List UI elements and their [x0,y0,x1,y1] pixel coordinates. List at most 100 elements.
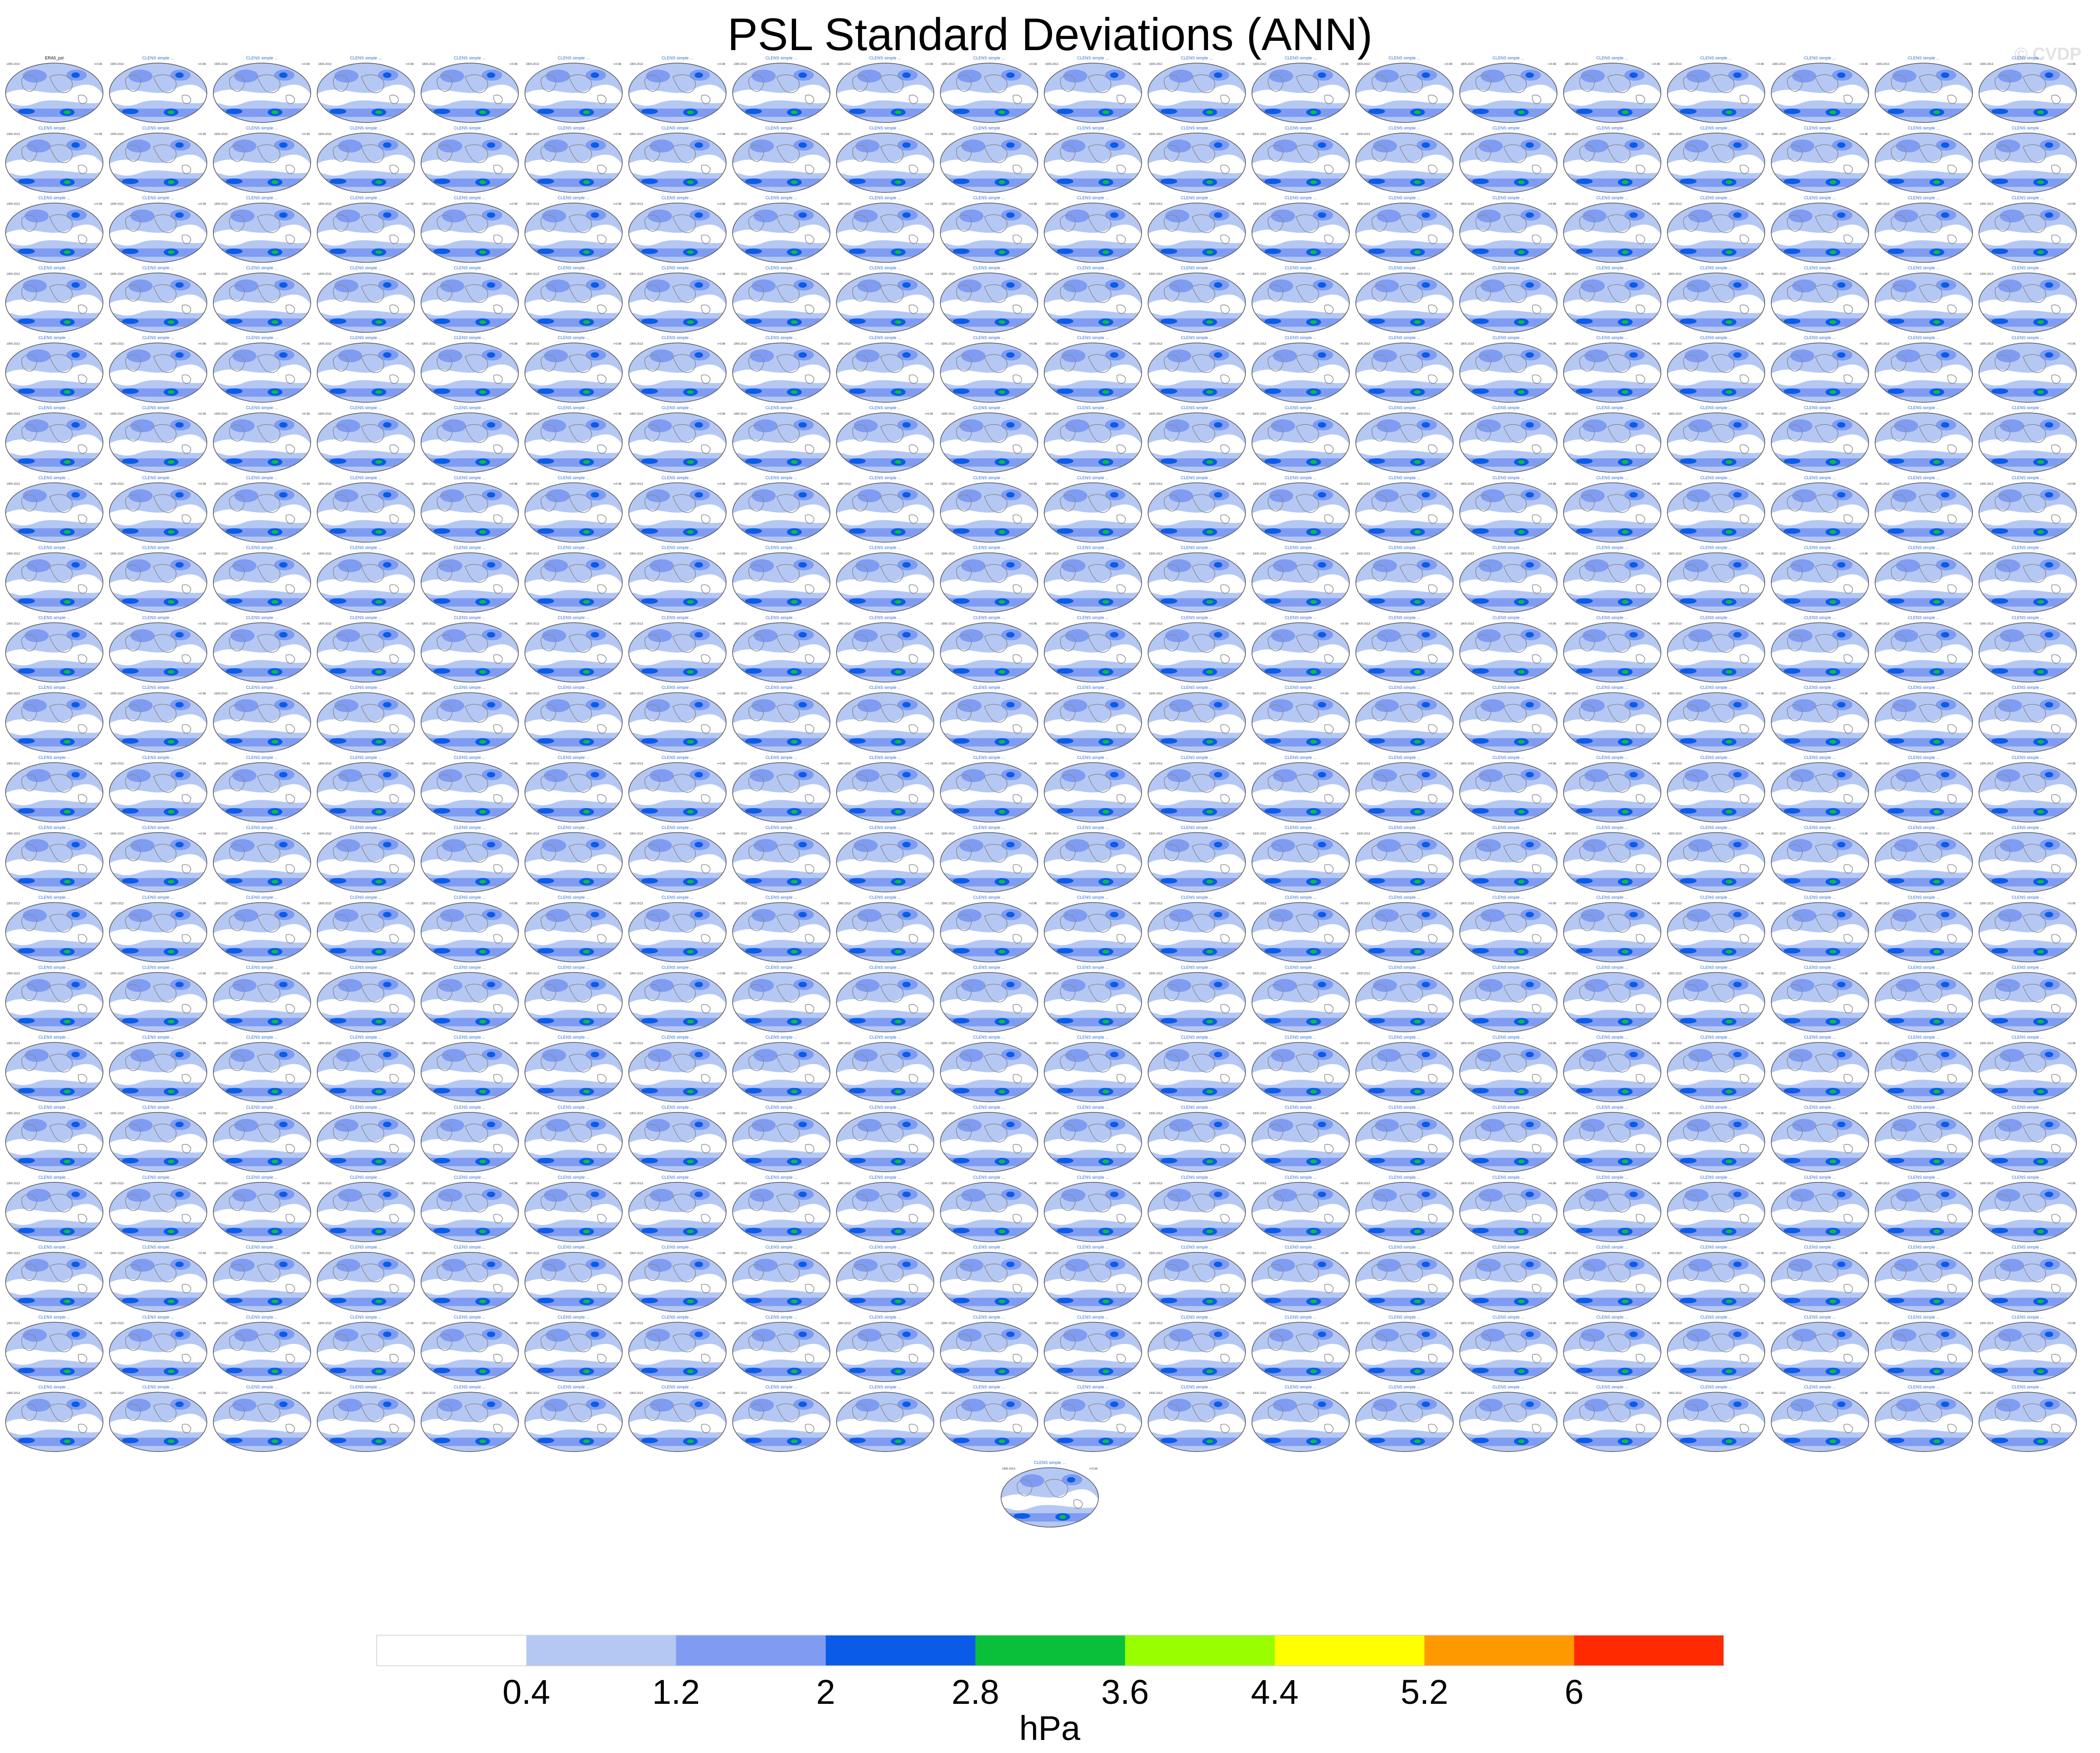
colorbar-tick-label: 0.4 [502,1673,550,1711]
panel-correlation: r=0.96 [2068,203,2076,206]
panel-correlation: r=0.96 [94,203,103,206]
map-panel: CLENS simple ... 1900-2013 r=0.96 [732,126,831,193]
map-panel: CLENS simple ... 1900-2013 r=0.96 [213,126,311,193]
panel-title: CLENS simple ... [558,196,590,200]
panel-period: 1900-2013 [1253,133,1266,136]
map-panel: CLENS simple ... 1900-2013 r=0.96 [1148,196,1246,263]
panel-correlation: r=0.96 [302,133,310,136]
map-panel: CLENS simple ... 1900-2013 r=0.96 [1252,265,1350,333]
panel-period: 1900-2013 [1149,273,1162,276]
map-panel: CLENS simple ... 1900-2013 r=0.96 [628,265,727,333]
panel-correlation: r=0.96 [821,63,829,66]
panel-period: 1900-2013 [1668,273,1682,276]
panel-correlation: r=0.96 [1133,273,1141,276]
panel-correlation: r=0.96 [717,413,726,416]
panel-title: CLENS simple ... [1700,335,1732,340]
panel-title: CLENS simple ... [142,335,174,340]
panel-title: CLENS simple ... [454,126,486,130]
panel-correlation: r=0.96 [1029,63,1037,66]
panel-correlation: r=0.96 [1860,273,1868,276]
panel-title: CLENS simple ... [246,126,278,130]
panel-correlation: r=0.96 [613,343,622,346]
panel-period: 1900-2013 [1149,203,1162,206]
colorbar-segment [676,1635,826,1666]
panel-correlation: r=0.96 [302,63,310,66]
panel-period: 1900-2013 [1772,273,1785,276]
panel-title: CLENS simple ... [1700,196,1732,200]
map-panel: CLENS simple ... 1900-2013 r=0.96 [1252,126,1350,193]
panel-correlation: r=0.96 [613,413,622,416]
panel-period: 1900-2013 [837,133,851,136]
panel-title: CLENS simple ... [973,265,1005,270]
panel-correlation: r=0.96 [1029,343,1037,346]
panel-period: 1900-2013 [629,273,643,276]
map-panel: ERA5_psl 1900-2013 r=0.96 [5,56,103,123]
panel-title: CLENS simple ... [869,196,901,200]
panel-correlation: r=0.96 [925,133,933,136]
panel-correlation: r=0.96 [509,63,518,66]
panel-correlation: r=0.96 [406,273,414,276]
panel-correlation: r=0.96 [1652,133,1660,136]
panel-period: 1900-2013 [1772,343,1785,346]
panel-period: 1900-2013 [1461,63,1474,66]
panel-period: 1900-2013 [1461,343,1474,346]
map-panel: CLENS simple ... 1900-2013 r=0.96 [836,126,934,193]
panel-period: 1900-2013 [733,63,747,66]
map-panel: CLENS simple ... 1900-2013 r=0.96 [1667,56,1766,123]
panel-period: 1900-2013 [1461,273,1474,276]
panel-correlation: r=0.96 [1341,273,1349,276]
panel-title: CLENS simple ... [869,265,901,270]
panel-correlation: r=0.96 [198,343,206,346]
panel-title: CLENS simple ... [973,196,1005,200]
panel-correlation: r=0.96 [1341,133,1349,136]
panel-correlation: r=0.96 [1133,63,1141,66]
panel-title: CLENS simple ... [1908,126,1940,130]
panel-title: CLENS simple ... [765,126,797,130]
panel-title: CLENS simple ... [973,126,1005,130]
map-panel: CLENS simple ... 1900-2013 r=0.96 [213,196,311,263]
map-panel: CLENS simple ... 1900-2013 r=0.96 [1667,196,1766,263]
panel-period: 1900-2013 [1980,343,1993,346]
colorbar-tick-label: 2.8 [951,1673,999,1711]
panel-period: 1900-2013 [1357,133,1370,136]
colorbar-segment [1424,1635,1574,1666]
map-panel: CLENS simple ... 1900-2013 r=0.96 [732,196,831,263]
panel-title: CLENS simple ... [1804,265,1836,270]
panel-period: 1900-2013 [629,413,643,416]
colorbar-tick-label: 1.2 [652,1673,700,1711]
map-panel: CLENS simple ... 1900-2013 r=0.96 [316,126,415,193]
panel-title: CLENS simple ... [1908,335,1940,340]
map-panel: CLENS simple ... 1900-2013 r=0.96 [836,56,934,123]
panel-title: CLENS simple ... [1700,265,1732,270]
map-panel: CLENS simple ... 1900-2013 r=0.96 [1875,196,1973,263]
panel-title: CLENS simple ... [1388,335,1420,340]
panel-period: 1900-2013 [941,203,955,206]
panel-correlation: r=0.96 [1756,273,1764,276]
panel-title: CLENS simple ... [1596,196,1628,200]
panel-correlation: r=0.96 [1860,133,1868,136]
map-panel: CLENS simple ... 1900-2013 r=0.96 [1667,265,1766,333]
panel-title: CLENS simple ... [765,56,797,60]
panel-period: 1900-2013 [110,413,124,416]
map-panel: CLENS simple ... 1900-2013 r=0.96 [1978,265,2077,333]
panel-correlation: r=0.96 [613,273,622,276]
panel-period: 1900-2013 [526,273,539,276]
panel-period: 1900-2013 [1876,63,1889,66]
colorbar-segment [377,1635,527,1666]
panel-correlation: r=0.96 [821,273,829,276]
panel-correlation: r=0.96 [406,133,414,136]
panel-title: CLENS simple ... [661,56,694,60]
map-panel: CLENS simple ... 1900-2013 r=0.96 [420,126,519,193]
panel-title: CLENS simple ... [1908,196,1940,200]
colorbar-unit-label: hPa [1019,1709,1081,1747]
colorbar-tick-label: 3.6 [1101,1673,1149,1711]
panel-period: 1900-2013 [526,413,539,416]
panel-title: CLENS simple ... [1388,196,1420,200]
page-title: PSL Standard Deviations (ANN) [727,9,1373,60]
map-panel: CLENS simple ... 1900-2013 r=0.96 [732,405,831,473]
panel-period: 1900-2013 [1565,273,1578,276]
panel-correlation: r=0.96 [302,203,310,206]
panel-correlation: r=0.96 [717,203,726,206]
panel-title: CLENS simple ... [1285,265,1317,270]
panel-period: 1900-2013 [1980,133,1993,136]
